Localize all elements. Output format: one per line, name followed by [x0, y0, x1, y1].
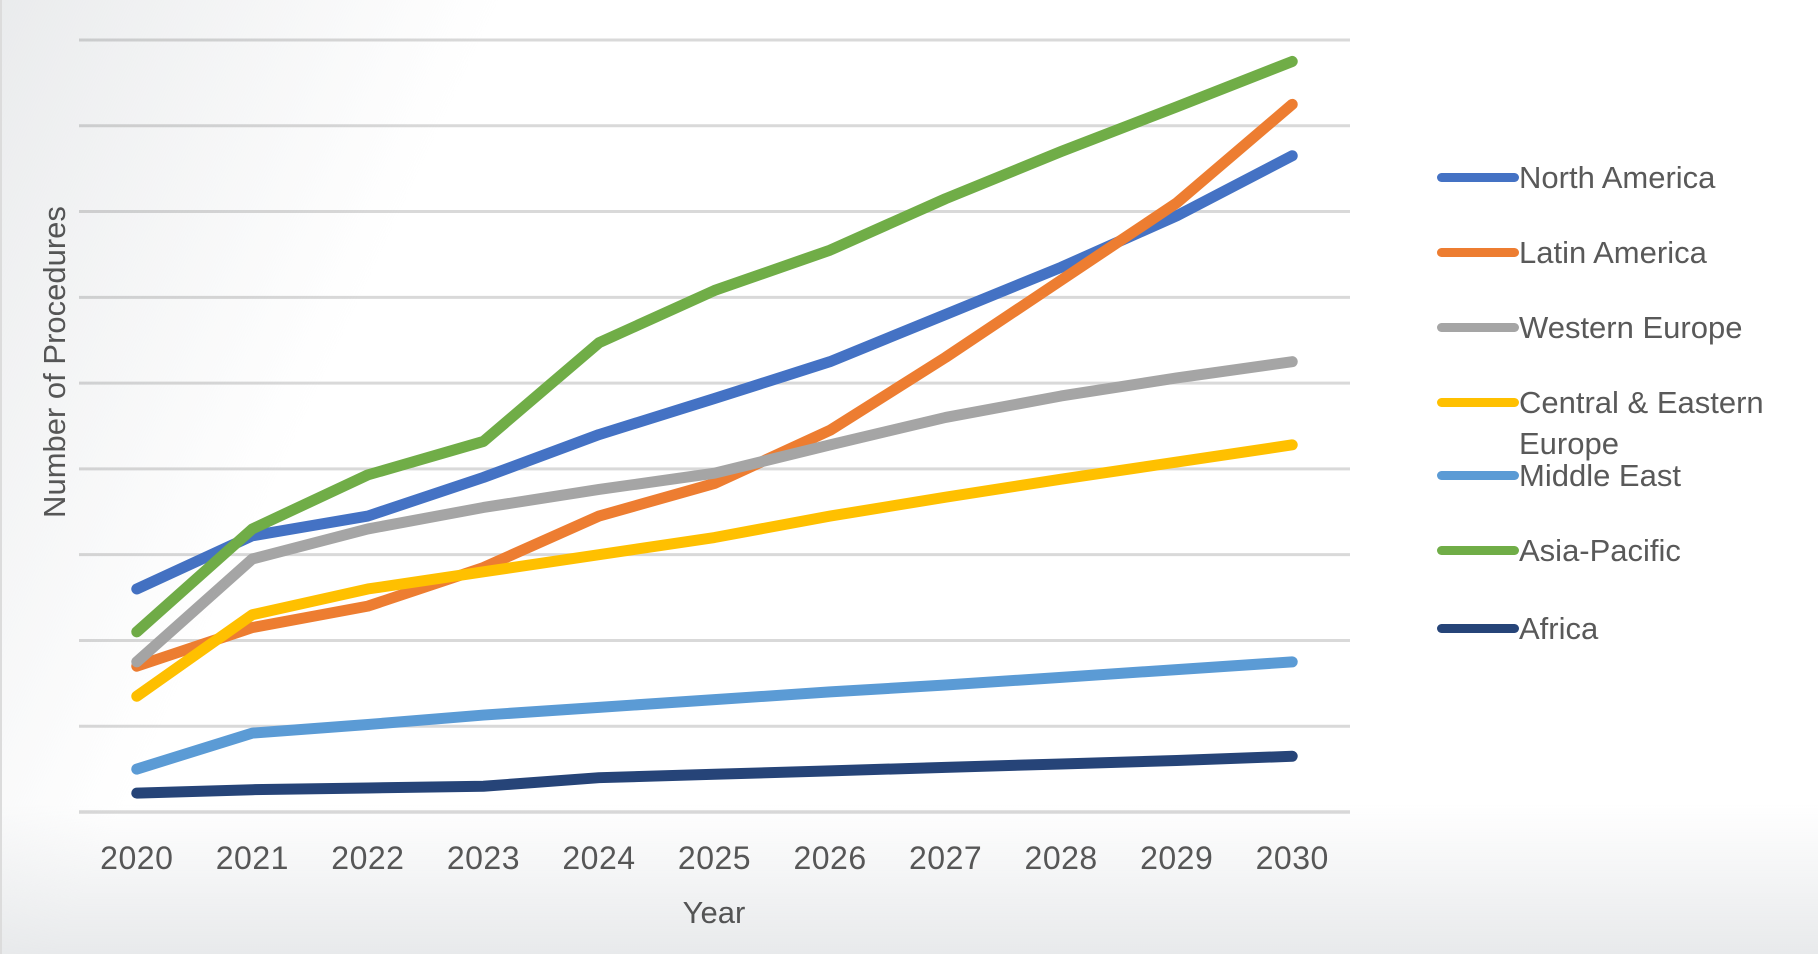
legend-swatch-icon: [1437, 624, 1519, 633]
x-tick-label-2030: 2030: [1255, 840, 1329, 876]
legend-item-asia-pacific: Asia-Pacific: [1437, 530, 1681, 571]
legend-item-middle-east: Middle East: [1437, 455, 1681, 496]
legend-swatch-icon: [1437, 471, 1519, 480]
legend-item-central-eastern-europe: Central & Eastern Europe: [1437, 382, 1774, 464]
legend-swatch-icon: [1437, 398, 1519, 407]
legend-label: Africa: [1519, 611, 1599, 646]
legend-label: North America: [1519, 160, 1716, 195]
legend-item-latin-america: Latin America: [1437, 232, 1707, 273]
x-tick-label-2026: 2026: [793, 840, 867, 876]
line-western-europe: [131, 356, 1298, 668]
legend-label: Middle East: [1519, 458, 1681, 493]
line-middle-east: [131, 656, 1298, 775]
line-latin-america: [131, 98, 1298, 672]
x-tick-label-2020: 2020: [100, 840, 174, 876]
x-tick-label-2025: 2025: [677, 840, 752, 876]
x-tick-label-2022: 2022: [331, 840, 405, 876]
x-axis-title: Year: [682, 895, 746, 930]
x-tick-label-2023: 2023: [446, 840, 520, 876]
line-africa: [131, 750, 1298, 799]
x-tick-label-2028: 2028: [1024, 840, 1098, 876]
y-axis-title: Number of Procedures: [37, 206, 72, 518]
line-north-america: [131, 150, 1298, 595]
x-tick-label-2024: 2024: [562, 840, 636, 876]
line-central-eastern-europe: [131, 439, 1298, 702]
legend-swatch-icon: [1437, 546, 1519, 555]
legend-swatch-icon: [1437, 323, 1519, 332]
x-tick-label-2021: 2021: [215, 840, 289, 876]
legend-swatch-icon: [1437, 173, 1519, 182]
legend-label: Asia-Pacific: [1519, 533, 1681, 568]
legend-swatch-icon: [1437, 248, 1519, 257]
x-tick-label-2029: 2029: [1140, 840, 1214, 876]
legend-label: Latin America: [1519, 235, 1707, 270]
legend-label: Western Europe: [1519, 310, 1743, 345]
x-tick-label-2027: 2027: [908, 840, 983, 876]
legend-item-north-america: North America: [1437, 157, 1715, 198]
legend-label: Central & Eastern Europe: [1519, 385, 1764, 461]
legend-item-western-europe: Western Europe: [1437, 307, 1742, 348]
line-asia-pacific: [131, 55, 1298, 638]
legend-item-africa: Africa: [1437, 608, 1598, 649]
